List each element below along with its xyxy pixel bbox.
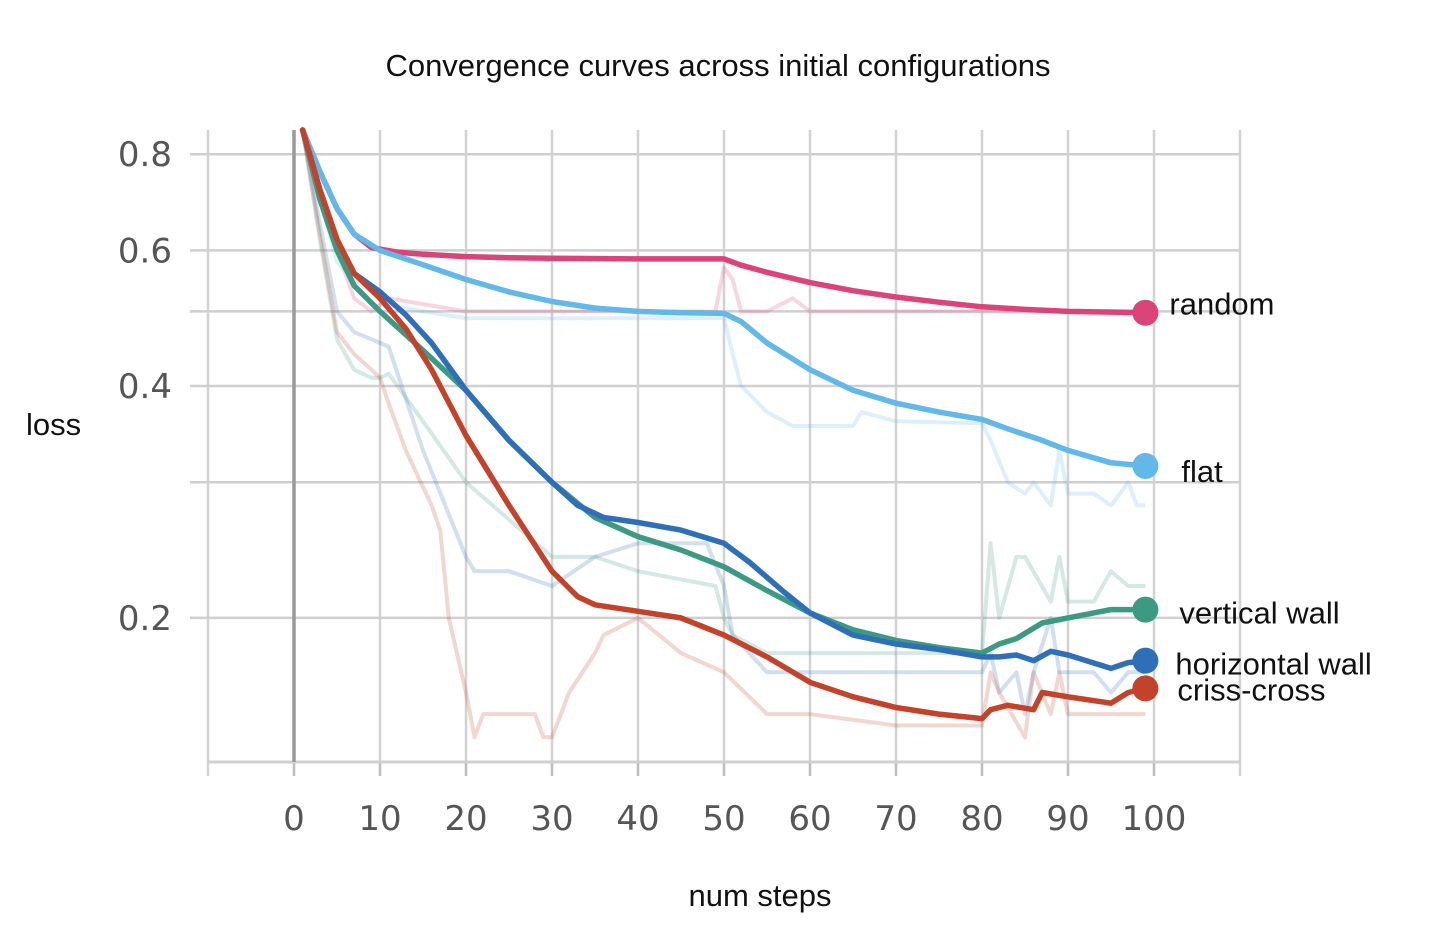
- y-tick-label: 0.4: [118, 367, 172, 407]
- axes: [208, 130, 1240, 776]
- x-tick-label: 90: [1046, 799, 1089, 839]
- raw-line-random: [300, 129, 1146, 314]
- x-tick-label: 40: [616, 799, 659, 839]
- end-marker-vertical-wall: [1132, 596, 1159, 623]
- legend: random flat vertical wall horizontal wallcr…: [1132, 287, 1372, 707]
- smoothed-series-group: [299, 127, 1149, 722]
- x-tick-label: 30: [530, 799, 573, 839]
- legend-label-horizontal-wall: horizontal wall: [1175, 647, 1371, 682]
- x-tick-label: 10: [358, 799, 401, 839]
- y-tick-label: 0.2: [118, 599, 172, 639]
- raw-line-criss-cross: [300, 129, 1146, 740]
- end-marker-random: [1132, 299, 1159, 326]
- x-tick-label: 0: [283, 799, 305, 839]
- legend-label-vertical-wall: vertical wall: [1179, 596, 1339, 631]
- legend-label-criss-cross: criss-cross: [1177, 672, 1325, 707]
- x-tick-label: 80: [960, 799, 1003, 839]
- series-line-horizontal-wall: [299, 127, 1149, 672]
- legend-label-flat: flat: [1181, 454, 1223, 489]
- tick-labels: 0 10 20 30 40 50 60 70 80 90 100 0.8 0.6 0.4 0.2: [118, 135, 1187, 839]
- x-tick-label: 60: [788, 799, 831, 839]
- x-axis-label: num steps: [688, 878, 832, 913]
- x-tick-label: 50: [702, 799, 745, 839]
- x-tick-label: 70: [874, 799, 917, 839]
- x-tick-label: 20: [444, 799, 487, 839]
- legend-label-random: random: [1169, 287, 1274, 322]
- y-tick-label: 0.6: [118, 231, 172, 271]
- series-line-flat: [299, 127, 1149, 469]
- y-axis-label: loss: [26, 407, 82, 442]
- raw-line-horizontal-wall: [300, 129, 1146, 717]
- chart-title: Convergence curves across initial config…: [385, 48, 1051, 83]
- x-tick-label: 100: [1122, 799, 1187, 839]
- y-tick-label: 0.8: [118, 135, 172, 175]
- end-marker-horizontal-wall: [1132, 647, 1159, 674]
- raw-line-vertical-wall: [300, 129, 1146, 656]
- series-line-criss-cross: [299, 127, 1149, 722]
- end-marker-flat: [1132, 452, 1159, 479]
- series-line-vertical-wall: [299, 127, 1149, 656]
- end-marker-criss-cross: [1132, 675, 1159, 702]
